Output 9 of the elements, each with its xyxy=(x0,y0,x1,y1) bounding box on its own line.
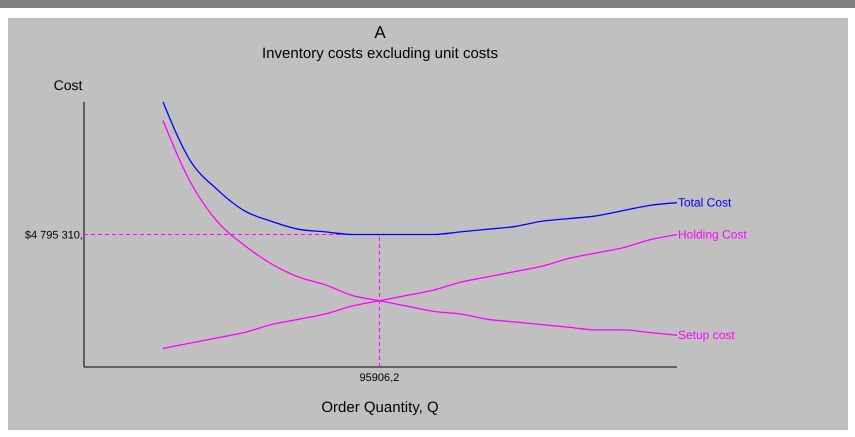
x-axis-title: Order Quantity, Q xyxy=(321,399,439,416)
series-label: Setup cost xyxy=(678,328,736,342)
series-label: Total Cost xyxy=(678,196,732,210)
y-axis-title: Cost xyxy=(54,77,82,93)
text: 95906,2 xyxy=(360,372,400,384)
chart-subtitle: Inventory costs excluding unit costs xyxy=(262,45,498,62)
chart-title: A xyxy=(374,23,386,42)
series-label: Holding Cost xyxy=(678,228,748,242)
text: $4 795 310, xyxy=(24,230,83,242)
